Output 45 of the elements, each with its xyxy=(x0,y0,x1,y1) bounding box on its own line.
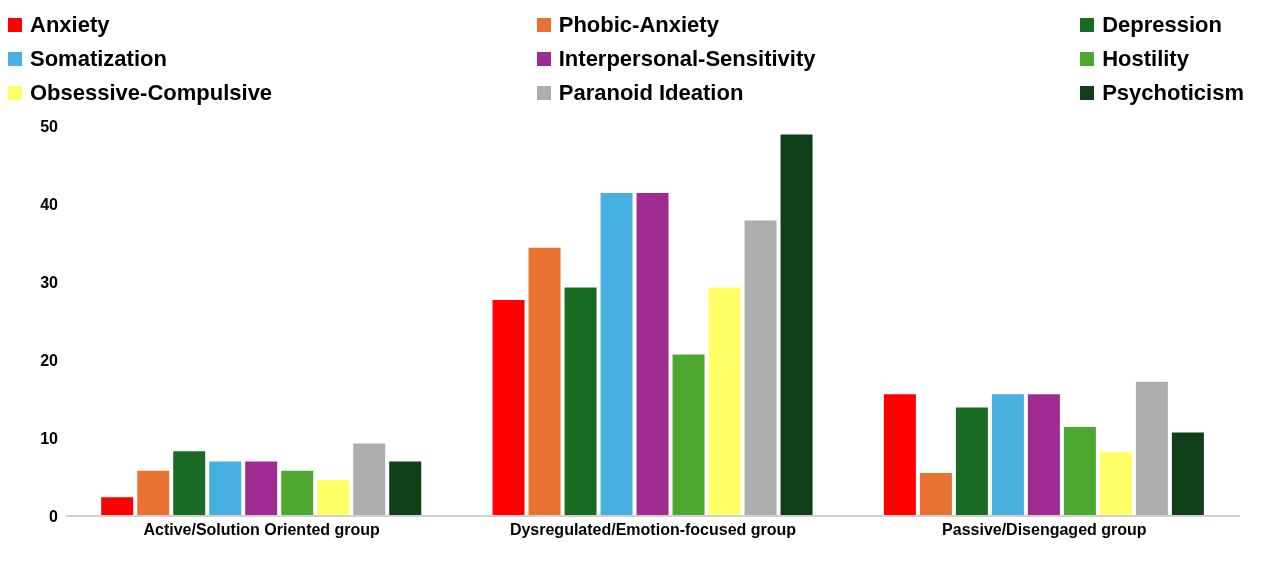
bar xyxy=(1063,427,1096,516)
bar xyxy=(173,451,206,516)
legend-label: Interpersonal-Sensitivity xyxy=(558,45,816,73)
y-tick-label: 30 xyxy=(40,273,59,291)
legend-label: Depression xyxy=(1102,11,1222,39)
bar xyxy=(245,461,278,516)
bar xyxy=(1027,394,1060,516)
x-tick-label: Dysregulated/Emotion-focused group xyxy=(509,521,797,539)
bar xyxy=(492,299,525,516)
bar xyxy=(101,497,134,516)
bar xyxy=(528,247,561,516)
legend-label: Paranoid Ideation xyxy=(558,79,744,107)
legend-label: Hostility xyxy=(1102,45,1189,73)
y-tick-label: 50 xyxy=(40,117,59,135)
y-tick-label: 0 xyxy=(49,507,59,525)
bar xyxy=(317,480,350,516)
bar xyxy=(1099,452,1132,516)
bar xyxy=(209,461,242,516)
legend-label: Somatization xyxy=(30,45,167,73)
legend-label: Anxiety xyxy=(30,11,110,39)
bar xyxy=(991,394,1024,516)
bar xyxy=(919,473,952,516)
bar xyxy=(672,354,705,516)
bar xyxy=(780,134,813,516)
bar xyxy=(1135,381,1168,516)
x-tick-label: Passive/Disengaged group xyxy=(942,521,1147,539)
bar xyxy=(883,394,916,516)
x-tick-label: Active/Solution Oriented group xyxy=(143,521,381,539)
legend-label: Obsessive-Compulsive xyxy=(30,79,273,107)
bar xyxy=(600,193,633,516)
bar xyxy=(353,443,386,516)
y-tick-label: 20 xyxy=(40,351,59,369)
legend-label: Phobic-Anxiety xyxy=(558,11,719,39)
bar xyxy=(389,461,422,516)
bar xyxy=(744,220,777,516)
y-tick-label: 40 xyxy=(40,195,59,213)
y-tick-label: 10 xyxy=(40,429,59,447)
bar xyxy=(564,287,597,516)
bar xyxy=(636,193,669,516)
bar xyxy=(137,470,170,516)
bar xyxy=(1171,432,1204,516)
bar xyxy=(281,470,314,516)
legend-label: Psychoticism xyxy=(1102,79,1244,107)
bar xyxy=(708,287,741,516)
bar xyxy=(955,407,988,516)
